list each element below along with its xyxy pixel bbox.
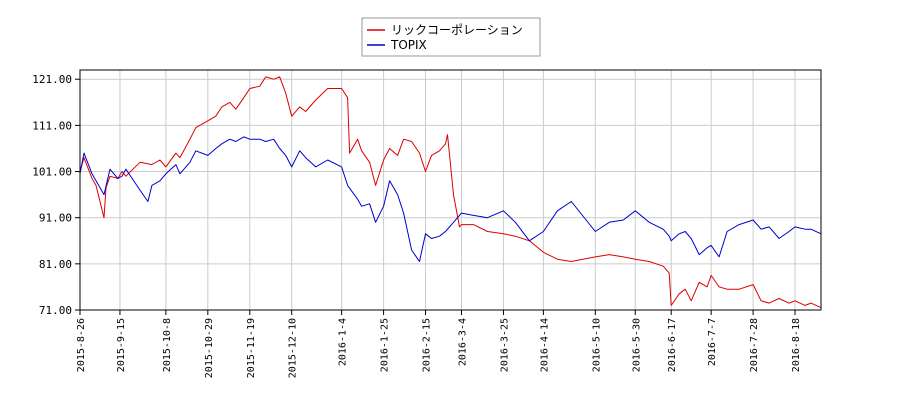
x-tick-label: 2016-5-10 (591, 318, 602, 372)
x-tick-label: 2015-8-26 (76, 318, 87, 372)
x-tick-label: 2015-12-10 (288, 318, 299, 378)
y-tick-label: 111.00 (32, 119, 72, 132)
x-tick-label: 2016-6-17 (667, 318, 678, 372)
legend-box (361, 17, 541, 57)
y-tick-label: 101.00 (32, 166, 72, 179)
y-tick-label: 71.00 (39, 304, 72, 317)
series-line-company (79, 76, 822, 309)
x-tick-label: 2016-7-7 (707, 318, 718, 366)
x-tick-label: 2016-4-14 (539, 318, 550, 372)
x-tick-label: 2016-3-4 (457, 318, 468, 366)
series-lines (79, 76, 822, 309)
plot-frame (79, 69, 822, 311)
y-tick-label: 91.00 (39, 212, 72, 225)
x-tick-label: 2016-1-25 (380, 318, 391, 372)
legend: リックコーポレーション TOPIX (361, 17, 541, 57)
x-axis: 2015-8-26 2015-9-15 2015-10-8 2015-10-29 201… (76, 310, 802, 378)
grid (79, 70, 821, 311)
y-tick-label: 121.00 (32, 73, 72, 86)
series-line-topix (79, 136, 822, 262)
legend-label-topix: TOPIX (390, 38, 427, 52)
y-tick-label: 81.00 (39, 258, 72, 271)
x-tick-label: 2015-10-8 (162, 318, 173, 372)
x-tick-label: 2016-2-15 (422, 318, 433, 372)
x-tick-label: 2016-7-28 (749, 318, 760, 372)
x-tick-label: 2015-9-15 (116, 318, 127, 372)
x-tick-label: 2016-8-18 (791, 318, 802, 372)
x-tick-label: 2015-10-29 (204, 318, 215, 378)
x-tick-label: 2016-5-30 (631, 318, 642, 372)
x-tick-label: 2016-3-25 (499, 318, 510, 372)
x-tick-label: 2016-1-4 (338, 318, 349, 366)
x-tick-label: 2015-11-19 (246, 318, 257, 378)
y-axis: 71.00 81.00 91.00 101.00 111.00 121.00 (32, 73, 80, 317)
legend-label-company: リックコーポレーション (391, 23, 523, 37)
